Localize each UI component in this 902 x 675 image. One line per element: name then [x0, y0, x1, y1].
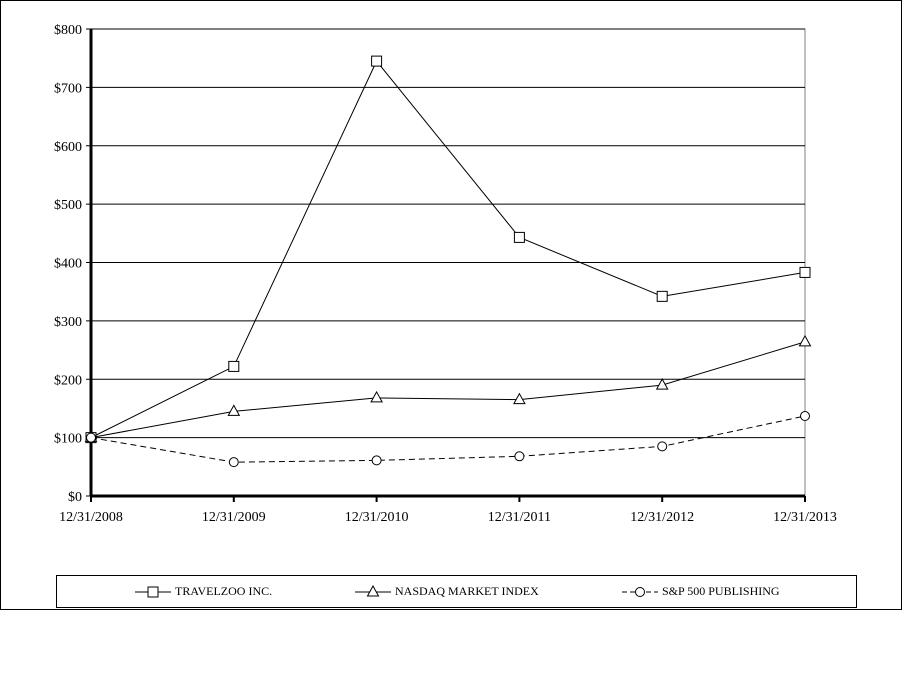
y-tick-label: $200 [54, 373, 82, 388]
data-point-travelzoo-inc [799, 266, 811, 278]
x-tick-label: 12/31/2010 [345, 510, 409, 525]
chart-frame: $0 $100 $200 $300 $400 $500 $600 $700 $800 12/31/… [0, 0, 902, 610]
y-tick-label: $500 [54, 198, 82, 213]
x-tick-label: 12/31/2008 [59, 510, 123, 525]
data-point-nasdaq-market-index [227, 404, 241, 416]
y-tick-label: $600 [54, 140, 82, 155]
legend-item-travelzoo-inc: TRAVELZOO INC. [135, 576, 272, 607]
x-tick-label: 12/31/2011 [488, 510, 551, 525]
legend-label: TRAVELZOO INC. [175, 584, 273, 598]
legend-label: NASDAQ MARKET INDEX [395, 584, 539, 598]
y-tick-label: $800 [54, 23, 82, 38]
legend-marker-square [147, 586, 159, 597]
series-travelzoo-inc [85, 55, 811, 444]
data-point-s-p-500-publishing [228, 457, 239, 468]
y-tick-label: $300 [54, 315, 82, 330]
data-point-s-p-500-publishing [800, 411, 810, 422]
series-nasdaq-market-index [84, 334, 812, 443]
y-tick-label: $100 [54, 432, 82, 447]
x-tick-label: 12/31/2013 [773, 510, 837, 525]
data-point-nasdaq-market-index [655, 378, 669, 390]
series-line-s-p-500-publishing [90, 415, 806, 463]
x-tick-label: 12/31/2012 [630, 510, 694, 525]
data-point-s-p-500-publishing [657, 441, 668, 452]
data-point-nasdaq-market-index [798, 334, 812, 347]
legend-marker-circle [635, 586, 645, 597]
data-point-s-p-500-publishing [371, 455, 382, 466]
legend-marker-triangle [366, 584, 380, 596]
legend-swatch-travelzoo-inc [135, 586, 171, 597]
legend-swatch-s-p-500-publishing [622, 586, 658, 597]
y-tick-label: $700 [54, 81, 82, 96]
legend-item-s-p-500-publishing: S&P 500 PUBLISHING [622, 576, 780, 607]
legend-item-nasdaq-market-index: NASDAQ MARKET INDEX [355, 576, 539, 607]
data-point-travelzoo-inc [228, 360, 240, 372]
legend: TRAVELZOO INC. NASDAQ MARKET INDEX S&P 500… [56, 575, 857, 608]
data-point-s-p-500-publishing [86, 432, 96, 443]
y-tick-label: $0 [68, 490, 82, 505]
data-point-travelzoo-inc [371, 55, 383, 67]
data-point-nasdaq-market-index [513, 392, 526, 405]
legend-label: S&P 500 PUBLISHING [662, 584, 780, 598]
series-s-p-500-publishing [86, 411, 810, 468]
data-point-travelzoo-inc [513, 231, 525, 243]
x-tick-label: 12/31/2009 [202, 510, 266, 525]
series-line-travelzoo-inc [90, 60, 806, 439]
data-point-s-p-500-publishing [514, 451, 525, 462]
series-line-nasdaq-market-index [90, 341, 806, 439]
line-chart: $0 $100 $200 $300 $400 $500 $600 $700 $800 12/31/… [54, 23, 837, 525]
data-point-travelzoo-inc [656, 290, 668, 302]
legend-swatch-nasdaq-market-index [355, 584, 391, 596]
data-point-nasdaq-market-index [370, 390, 383, 403]
y-tick-label: $400 [54, 257, 82, 272]
